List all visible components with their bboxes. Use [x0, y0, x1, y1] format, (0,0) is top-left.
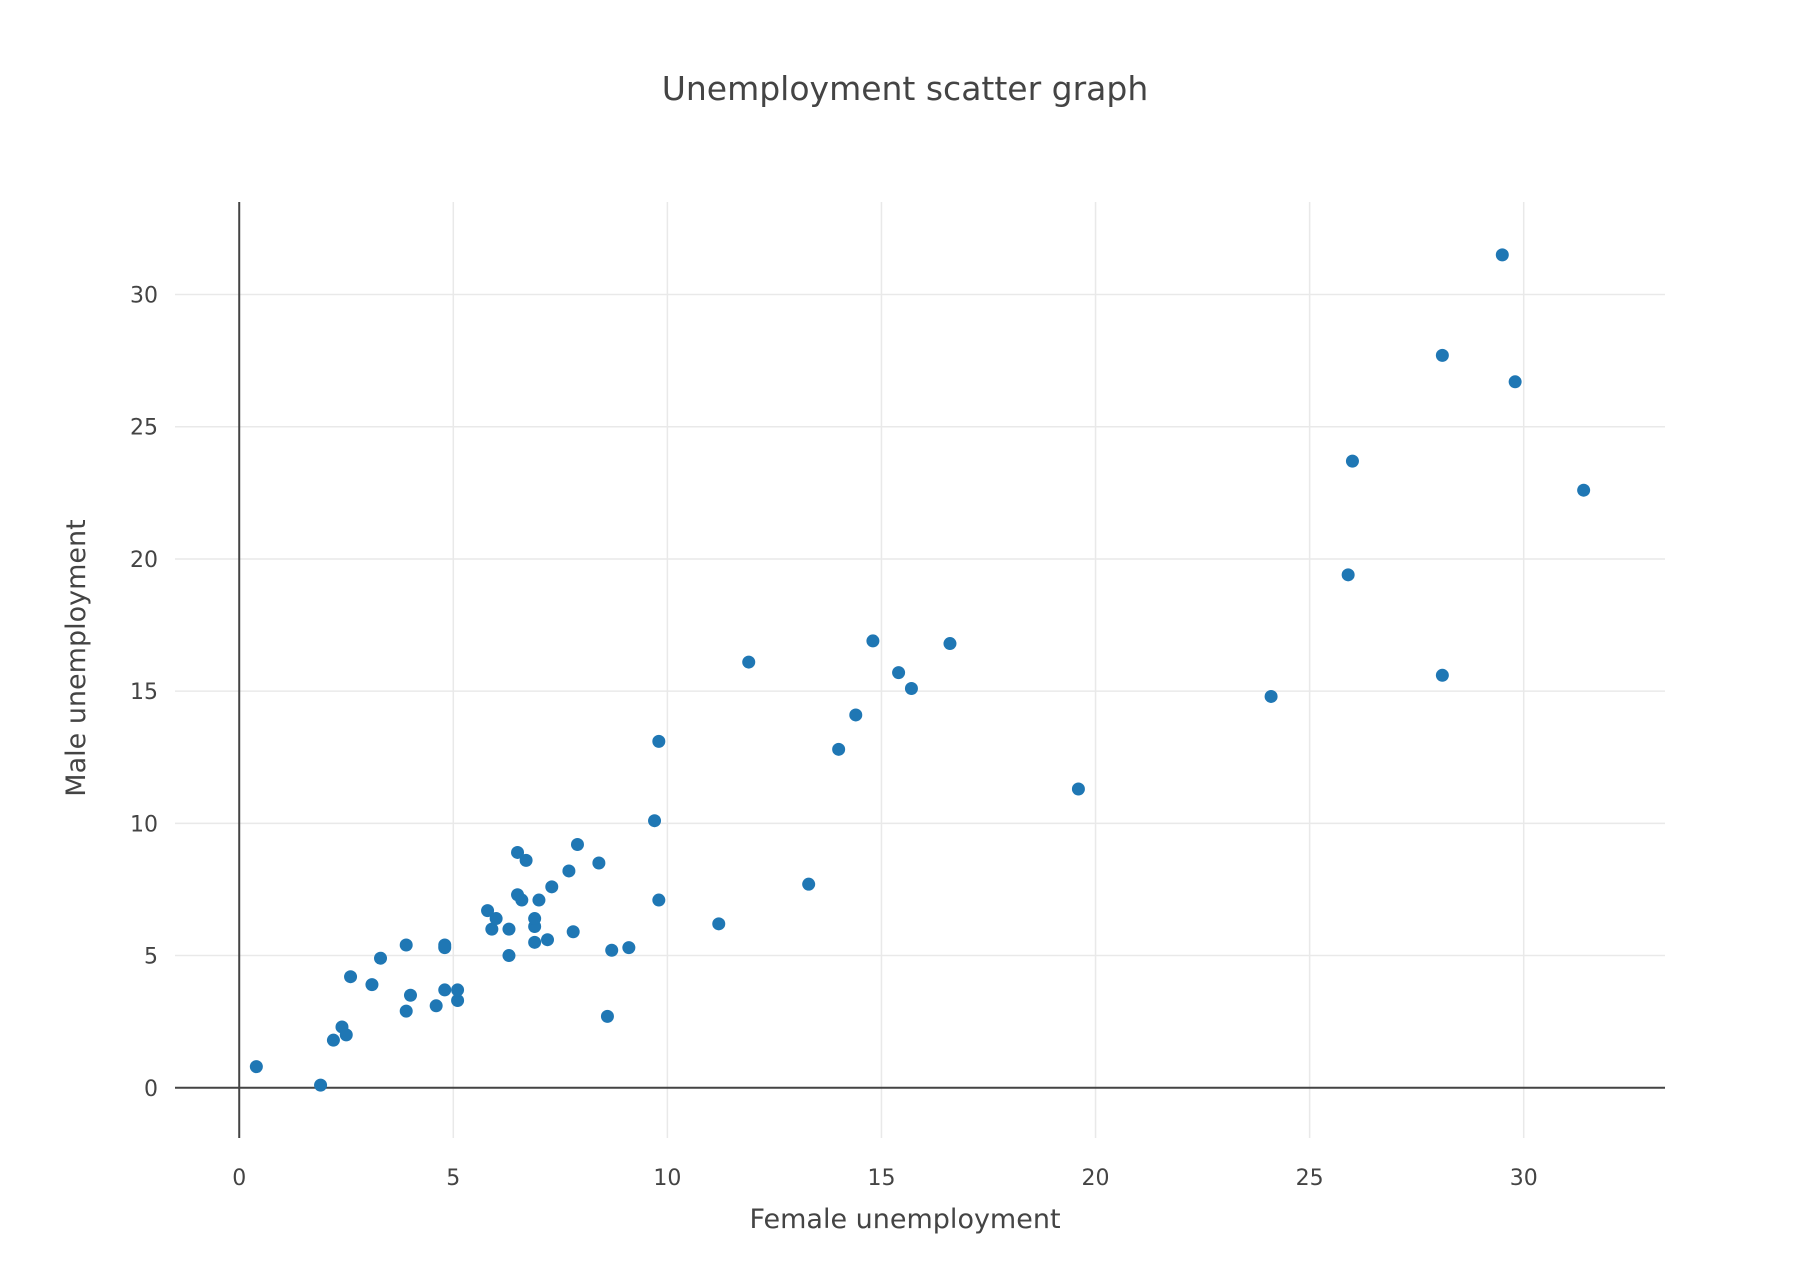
- y-axis-label: Male unemployment: [61, 519, 92, 796]
- data-point: [339, 1028, 353, 1042]
- data-point: [451, 983, 465, 997]
- data-point: [511, 845, 525, 859]
- data-point: [438, 938, 452, 952]
- data-point: [1577, 483, 1591, 497]
- x-axis-label: Female unemployment: [749, 1204, 1060, 1235]
- data-point: [365, 978, 379, 992]
- data-point: [502, 949, 516, 963]
- data-point: [541, 933, 554, 947]
- data-point: [481, 904, 495, 918]
- data-point: [249, 1060, 263, 1074]
- y-tick-label: 25: [130, 416, 158, 441]
- data-point: [399, 1004, 413, 1018]
- data-point: [904, 682, 918, 696]
- data-point: [344, 970, 358, 984]
- data-point: [1508, 375, 1522, 389]
- x-tick-label: 15: [867, 1166, 895, 1191]
- data-point: [562, 864, 576, 878]
- data-point: [374, 951, 388, 965]
- data-point: [1264, 689, 1278, 703]
- y-tick-label: 30: [130, 284, 158, 309]
- y-tick-label: 20: [130, 548, 158, 573]
- data-point: [399, 938, 413, 952]
- data-point: [1435, 348, 1449, 362]
- x-tick-label: 30: [1510, 1166, 1538, 1191]
- x-axis-ticks: 0 5 10 15 20 25 30: [232, 1166, 1537, 1191]
- data-point: [592, 856, 606, 870]
- data-point: [528, 935, 542, 949]
- data-point: [943, 637, 957, 651]
- data-point: [429, 999, 443, 1013]
- y-tick-label: 0: [144, 1077, 158, 1102]
- grid-lines: [175, 202, 1665, 1138]
- data-point: [832, 742, 846, 756]
- data-point: [314, 1078, 328, 1092]
- x-tick-label: 10: [653, 1166, 681, 1191]
- data-point: [438, 983, 452, 997]
- y-axis-ticks: 0 5 10 15 20 25 30: [130, 284, 158, 1102]
- data-point: [532, 893, 546, 907]
- data-point: [605, 943, 619, 957]
- data-point: [802, 877, 816, 891]
- zero-lines: [175, 202, 1665, 1138]
- y-tick-label: 15: [130, 680, 158, 705]
- data-point: [648, 814, 662, 828]
- x-tick-label: 20: [1082, 1166, 1110, 1191]
- chart-title: Unemployment scatter graph: [662, 69, 1149, 108]
- data-points: [249, 248, 1591, 1092]
- data-point: [489, 912, 503, 926]
- data-point: [519, 853, 533, 867]
- data-point: [403, 988, 417, 1002]
- data-point: [892, 666, 906, 680]
- data-point: [1345, 454, 1359, 468]
- data-point: [1435, 668, 1449, 682]
- data-point: [1071, 782, 1085, 796]
- data-point: [652, 893, 666, 907]
- x-tick-label: 25: [1296, 1166, 1324, 1191]
- data-point: [545, 880, 559, 894]
- data-point: [451, 994, 465, 1008]
- data-point: [600, 1009, 614, 1023]
- x-tick-label: 5: [446, 1166, 460, 1191]
- data-point: [1495, 248, 1509, 262]
- x-tick-label: 0: [232, 1166, 246, 1191]
- data-point: [570, 838, 584, 852]
- data-point: [742, 655, 756, 669]
- data-point: [566, 925, 580, 939]
- data-point: [326, 1033, 340, 1047]
- data-point: [485, 922, 499, 936]
- data-point: [622, 941, 636, 955]
- data-point: [515, 893, 529, 907]
- y-tick-label: 5: [144, 945, 158, 970]
- y-tick-label: 10: [130, 812, 158, 837]
- data-point: [849, 708, 863, 722]
- data-point: [712, 917, 726, 931]
- data-point: [652, 734, 666, 748]
- data-point: [866, 634, 880, 648]
- data-point: [1341, 568, 1355, 582]
- data-point: [528, 912, 542, 926]
- data-point: [502, 922, 516, 936]
